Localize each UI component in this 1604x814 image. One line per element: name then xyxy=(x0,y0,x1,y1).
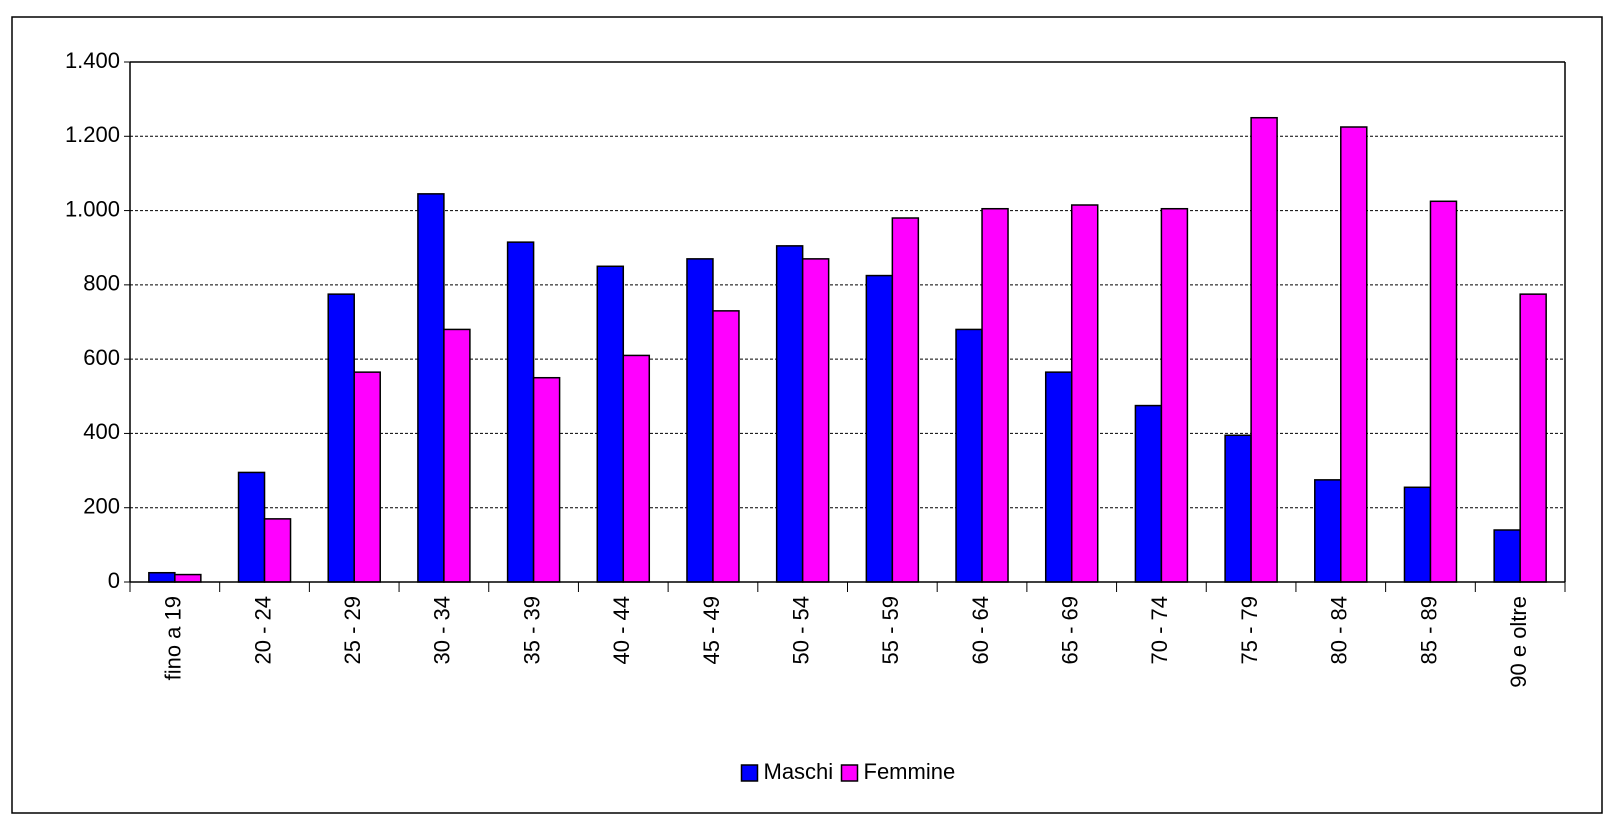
bar xyxy=(712,310,740,583)
x-tick-label: 30 - 34 xyxy=(430,596,455,665)
bar xyxy=(1340,126,1368,583)
bar xyxy=(1314,479,1342,583)
bar xyxy=(417,193,445,583)
bar xyxy=(1429,200,1458,583)
bar xyxy=(174,573,202,583)
bar xyxy=(148,571,176,583)
bar xyxy=(327,293,355,583)
x-tick-label: 25 - 29 xyxy=(340,596,365,665)
bar xyxy=(1493,529,1521,583)
x-tick-label: 20 - 24 xyxy=(250,596,275,665)
bar xyxy=(506,241,535,583)
legend-label: Femmine xyxy=(864,759,956,784)
x-tick-label: 40 - 44 xyxy=(609,596,634,665)
bar xyxy=(1134,404,1163,583)
bar xyxy=(775,245,804,583)
x-tick-label: 70 - 74 xyxy=(1147,596,1172,665)
bar xyxy=(1070,204,1099,583)
bar xyxy=(596,265,625,583)
bar xyxy=(237,471,266,583)
bar xyxy=(981,207,1009,583)
x-tick-label: fino a 19 xyxy=(161,596,186,680)
y-tick-label: 400 xyxy=(83,419,120,444)
bar xyxy=(622,354,651,583)
x-tick-label: 80 - 84 xyxy=(1327,596,1352,665)
bar xyxy=(1519,293,1547,583)
x-tick-label: 50 - 54 xyxy=(788,596,813,665)
legend-swatch xyxy=(740,764,759,782)
x-tick-label: 55 - 59 xyxy=(878,596,903,665)
bar xyxy=(443,328,471,583)
bar xyxy=(1160,207,1189,583)
y-tick-label: 1.200 xyxy=(65,122,120,147)
y-tick-label: 0 xyxy=(108,568,120,593)
x-tick-label: 35 - 39 xyxy=(519,596,544,665)
x-tick-label: 90 e oltre xyxy=(1506,596,1531,688)
bar xyxy=(1044,371,1073,583)
bar xyxy=(1224,434,1252,583)
bar xyxy=(865,274,894,583)
bar xyxy=(1403,486,1432,583)
bar xyxy=(353,371,381,583)
bar xyxy=(1250,116,1278,583)
x-tick-label: 60 - 64 xyxy=(968,596,993,665)
y-tick-label: 600 xyxy=(83,345,120,370)
bar xyxy=(686,258,714,583)
legend-swatch xyxy=(840,764,859,782)
bar xyxy=(532,376,561,583)
x-tick-label: 65 - 69 xyxy=(1058,596,1083,665)
x-tick-label: 45 - 49 xyxy=(699,596,724,665)
y-tick-label: 1.400 xyxy=(65,48,120,73)
bar xyxy=(801,258,830,583)
bar xyxy=(955,328,983,583)
y-tick-label: 200 xyxy=(83,494,120,519)
y-tick-label: 1.000 xyxy=(65,196,120,221)
bar xyxy=(891,217,920,583)
y-tick-label: 800 xyxy=(83,271,120,296)
x-tick-label: 85 - 89 xyxy=(1416,596,1441,665)
x-tick-label: 75 - 79 xyxy=(1237,596,1262,665)
bar xyxy=(263,518,292,583)
legend-label: Maschi xyxy=(764,759,834,784)
